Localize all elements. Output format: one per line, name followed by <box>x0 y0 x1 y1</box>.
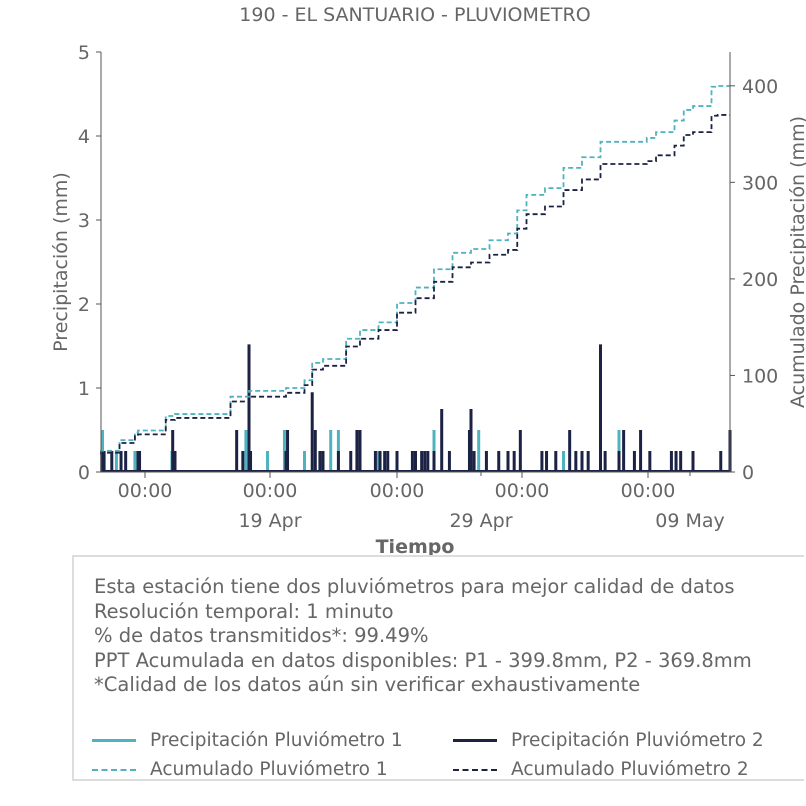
legend-item-p2: Precipitación Pluviómetro 2 <box>453 730 764 751</box>
bars-pluviometer-2 <box>100 344 732 472</box>
legend-label: Precipitación Pluviómetro 1 <box>150 730 403 751</box>
legend-label: Precipitación Pluviómetro 2 <box>511 730 764 751</box>
x-time-tick-label: 00:00 <box>495 480 550 502</box>
x-time-tick-label: 00:00 <box>370 480 425 502</box>
info-line-resolution: Resolución temporal: 1 minuto <box>94 599 394 623</box>
y-left-tick-label: 1 <box>78 378 90 400</box>
x-axis-label: Tiempo <box>376 536 455 558</box>
info-line-transmitted: % de datos transmitidos*: 99.49% <box>94 624 429 647</box>
info-line-quality: *Calidad de los datos aún sin verificar … <box>94 673 641 696</box>
rain-chart: 190 - EL SANTUARIO - PLUVIOMETRO 0123450… <box>50 4 806 558</box>
legend-label: Acumulado Pluviómetro 1 <box>150 759 388 780</box>
y-axis-left-label: Precipitación (mm) <box>50 172 72 352</box>
info-box: Esta estación tiene dos pluviómetros par… <box>72 555 804 781</box>
legend-item-p1: Precipitación Pluviómetro 1 <box>92 730 403 751</box>
y-left-tick-label: 3 <box>78 210 90 232</box>
legend-swatch-cum-p1 <box>92 768 136 771</box>
y-right-tick-label: 400 <box>742 76 778 98</box>
y-left-tick-label: 2 <box>78 294 90 316</box>
y-left-tick-label: 0 <box>78 462 90 484</box>
legend-item-cum-p1: Acumulado Pluviómetro 1 <box>92 759 388 780</box>
axes: 0 1 2 3 4 5 0 100 200 300 400 00:00 00:00 00:00 00:00 0… <box>78 42 778 532</box>
x-date-tick-label: 09 May <box>655 510 725 532</box>
x-time-tick-label: 00:00 <box>118 480 173 502</box>
x-time-tick-label: 00:00 <box>621 480 676 502</box>
y-right-tick-label: 0 <box>742 462 754 484</box>
x-date-tick-label: 29 Apr <box>449 510 512 532</box>
legend-label: Acumulado Pluviómetro 2 <box>511 759 749 780</box>
legend-swatch-p1 <box>92 739 136 742</box>
y-left-tick-label: 5 <box>78 42 90 64</box>
y-left-tick-label: 4 <box>78 126 90 148</box>
legend-swatch-p2 <box>453 739 497 742</box>
y-right-tick-label: 200 <box>742 269 778 291</box>
cumulative-lines <box>100 85 730 455</box>
chart-title: 190 - EL SANTUARIO - PLUVIOMETRO <box>239 4 590 26</box>
y-right-tick-label: 100 <box>742 365 778 387</box>
y-right-tick-label: 300 <box>742 172 778 194</box>
cumulative-line <box>100 114 730 455</box>
cumulative-line <box>100 85 730 453</box>
x-date-tick-label: 19 Apr <box>238 510 301 532</box>
info-line-accumulated: PPT Acumulada en datos disponibles: P1 -… <box>94 648 752 672</box>
info-line-stations: Esta estación tiene dos pluviómetros par… <box>94 575 735 598</box>
x-time-tick-label: 00:00 <box>243 480 298 502</box>
legend-swatch-cum-p2 <box>453 768 497 771</box>
y-axis-right-label: Acumulado Precipitación (mm) <box>787 116 806 408</box>
info-lines: Esta estación tiene dos pluviómetros par… <box>94 575 752 698</box>
legend-item-cum-p2: Acumulado Pluviómetro 2 <box>453 759 749 780</box>
